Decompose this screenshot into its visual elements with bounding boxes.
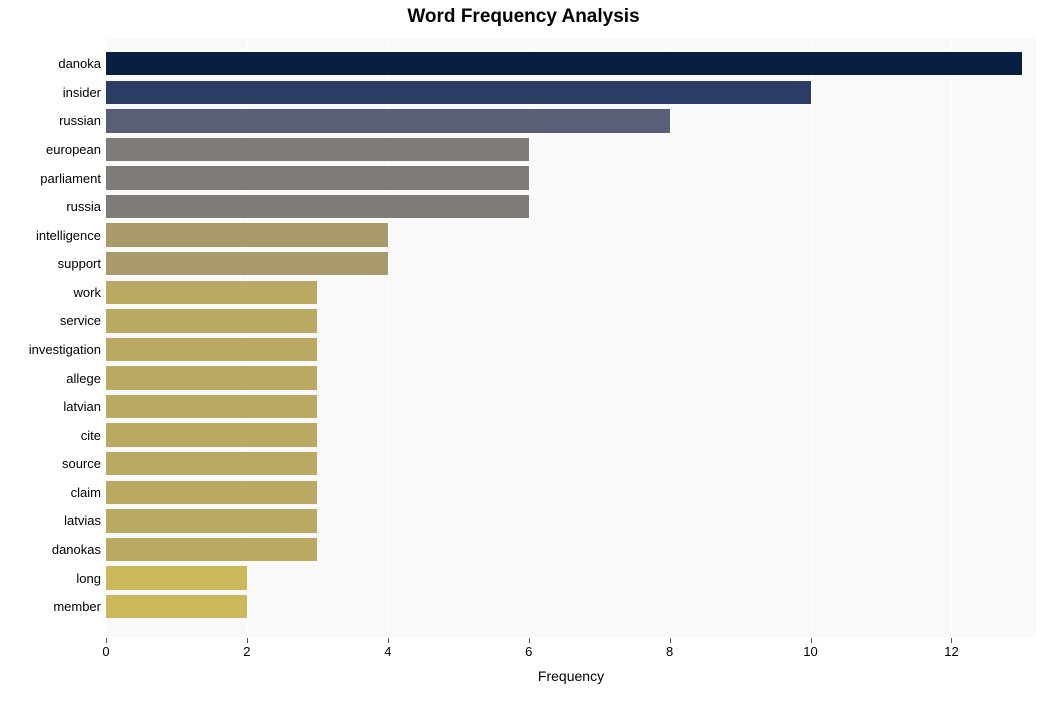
y-tick-label: work: [1, 285, 101, 300]
x-tick-label: 8: [666, 644, 673, 659]
bar: [106, 252, 388, 275]
y-tick-label: support: [1, 256, 101, 271]
plot-area: [106, 38, 1036, 638]
bar: [106, 138, 529, 161]
y-tick-label: parliament: [1, 171, 101, 186]
x-tick-label: 0: [102, 644, 109, 659]
bar: [106, 366, 317, 389]
x-tick-label: 12: [944, 644, 958, 659]
y-tick-label: long: [1, 571, 101, 586]
x-tick: [106, 638, 107, 643]
x-tick: [670, 638, 671, 643]
y-tick-label: insider: [1, 85, 101, 100]
bar: [106, 166, 529, 189]
y-tick-label: russian: [1, 113, 101, 128]
y-tick-label: european: [1, 142, 101, 157]
bar: [106, 452, 317, 475]
bar: [106, 595, 247, 618]
y-tick-label: cite: [1, 428, 101, 443]
y-tick-label: service: [1, 313, 101, 328]
x-tick: [247, 638, 248, 643]
grid-line: [811, 38, 812, 638]
x-axis-label: Frequency: [106, 668, 1036, 684]
y-tick-label: investigation: [1, 342, 101, 357]
x-tick-label: 4: [384, 644, 391, 659]
y-tick-label: russia: [1, 199, 101, 214]
bar: [106, 223, 388, 246]
bar: [106, 109, 670, 132]
bar: [106, 423, 317, 446]
x-tick-label: 6: [525, 644, 532, 659]
x-tick: [951, 638, 952, 643]
y-tick-label: intelligence: [1, 228, 101, 243]
bar: [106, 538, 317, 561]
bar: [106, 509, 317, 532]
bar: [106, 52, 1022, 75]
bar: [106, 338, 317, 361]
y-tick-label: source: [1, 456, 101, 471]
word-frequency-chart: Word Frequency Analysis Frequency 0 2 4 6 8 1…: [0, 0, 1047, 701]
y-tick-label: danoka: [1, 56, 101, 71]
x-tick-label: 10: [803, 644, 817, 659]
x-tick: [388, 638, 389, 643]
bar: [106, 481, 317, 504]
x-tick: [529, 638, 530, 643]
grid-line: [670, 38, 671, 638]
y-tick-label: allege: [1, 371, 101, 386]
y-tick-label: latvian: [1, 399, 101, 414]
bar: [106, 195, 529, 218]
y-tick-label: member: [1, 599, 101, 614]
bar: [106, 566, 247, 589]
grid-line: [951, 38, 952, 638]
x-tick: [811, 638, 812, 643]
chart-title: Word Frequency Analysis: [0, 6, 1047, 28]
bar: [106, 395, 317, 418]
y-tick-label: latvias: [1, 513, 101, 528]
y-tick-label: danokas: [1, 542, 101, 557]
x-tick-label: 2: [243, 644, 250, 659]
bar: [106, 281, 317, 304]
y-tick-label: claim: [1, 485, 101, 500]
bar: [106, 309, 317, 332]
bar: [106, 81, 811, 104]
